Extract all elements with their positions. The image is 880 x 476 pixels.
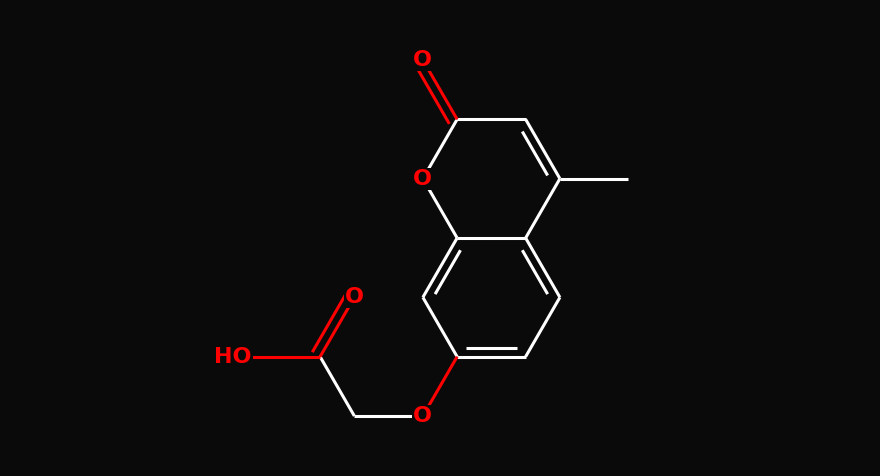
Text: O: O <box>414 169 432 188</box>
Text: O: O <box>414 406 432 426</box>
Text: O: O <box>414 50 432 70</box>
Text: O: O <box>345 288 363 307</box>
Text: HO: HO <box>214 347 252 367</box>
